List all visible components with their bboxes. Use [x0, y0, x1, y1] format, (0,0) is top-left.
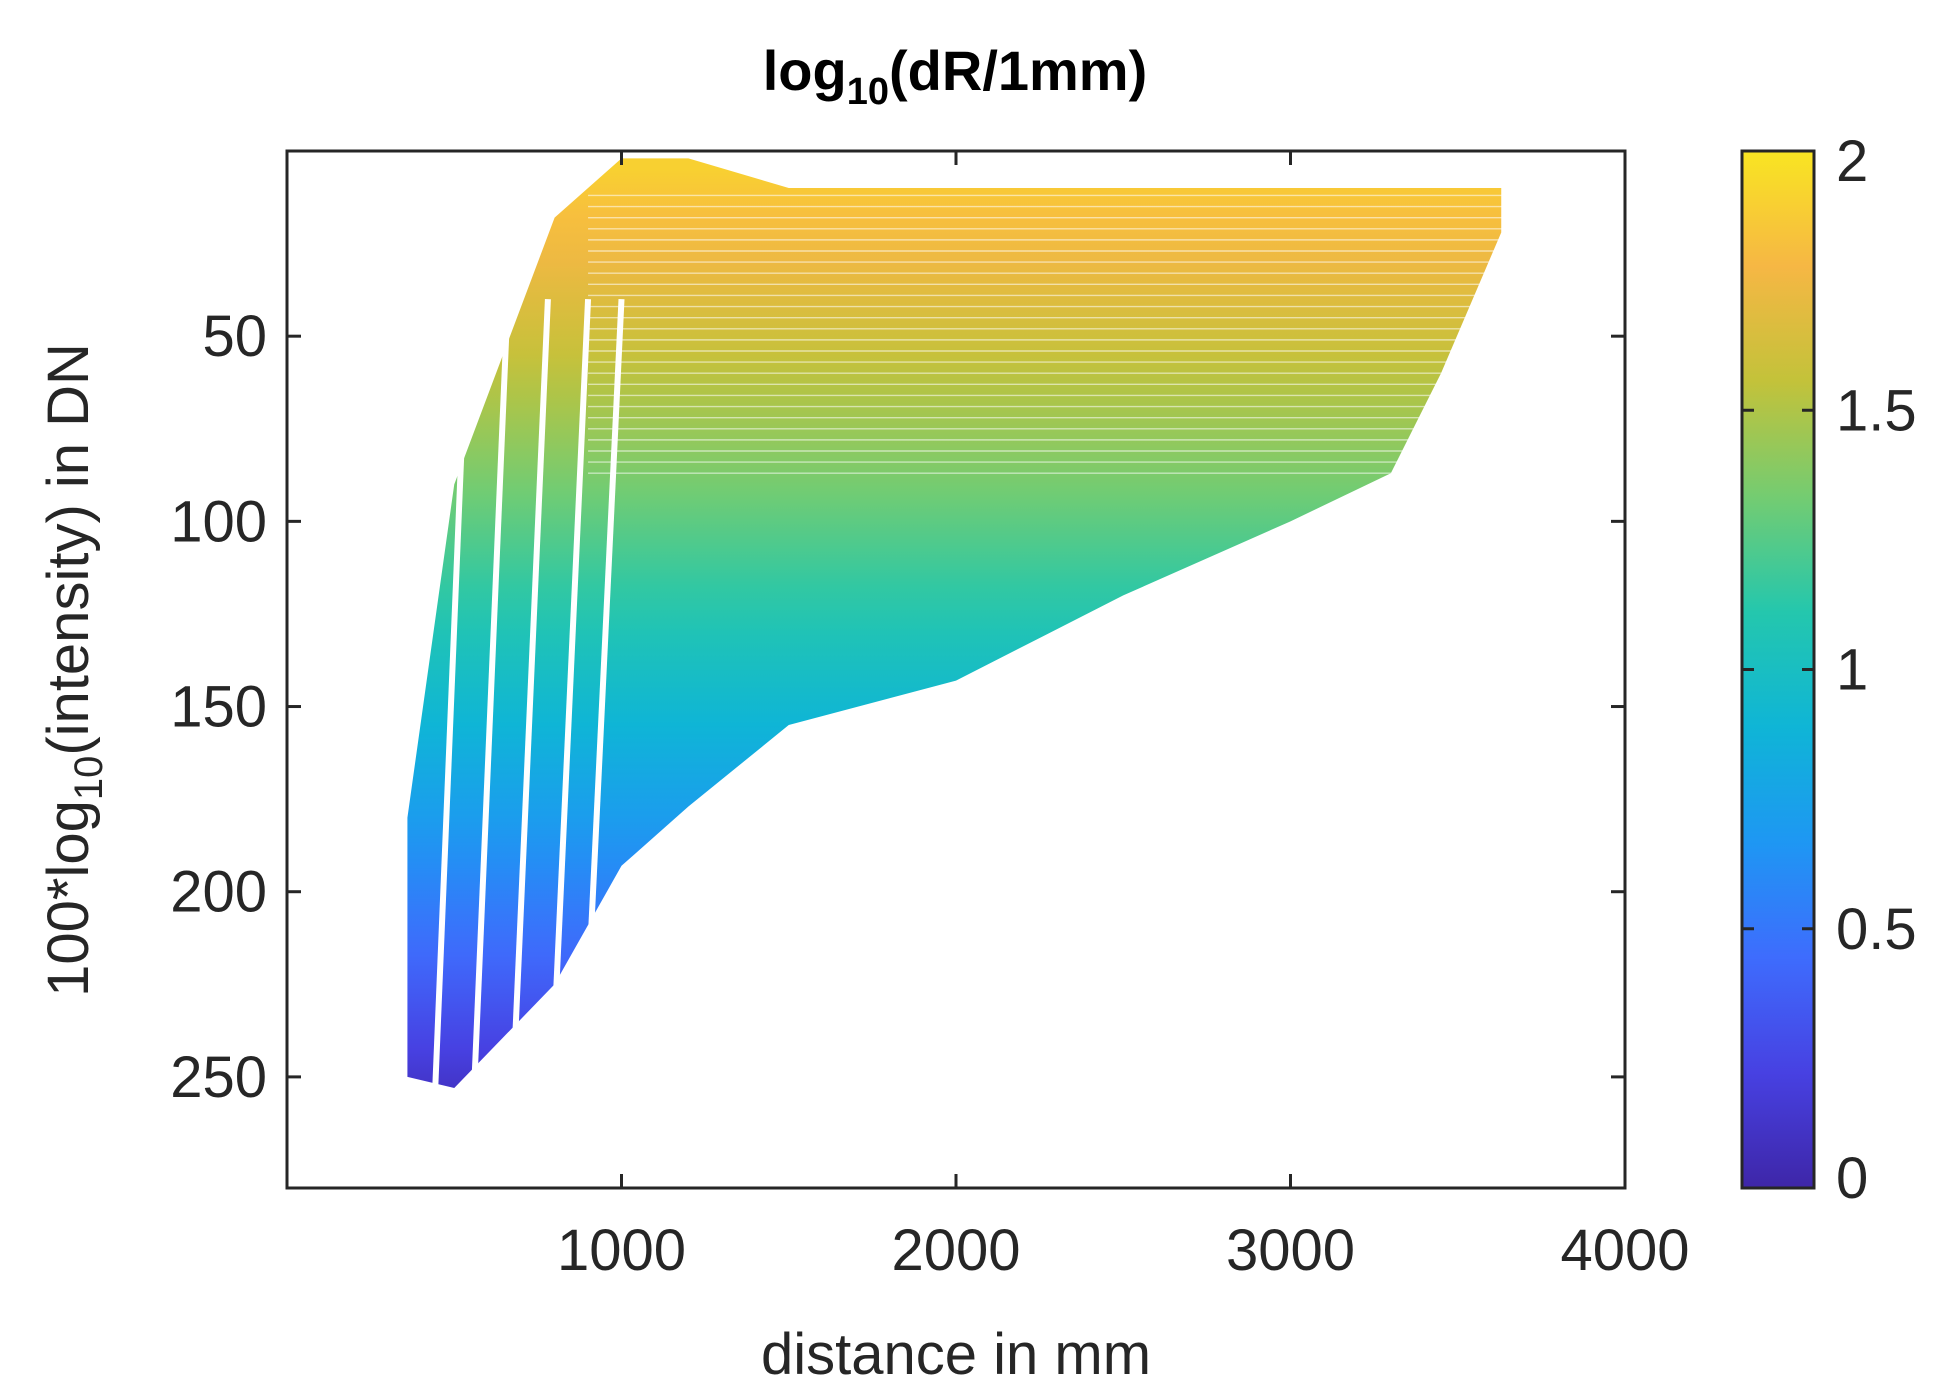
y-tick-label: 50	[202, 304, 267, 369]
x-tick-label: 2000	[891, 1218, 1020, 1283]
y-axis-ticks: 50 100 150 200 250	[170, 304, 1625, 1110]
chart-title-main: log	[763, 39, 847, 102]
heatmap-data-region	[407, 158, 1508, 1115]
colorbar-tick-label: 0.5	[1836, 897, 1917, 962]
chart-title-subscript: 10	[847, 71, 889, 113]
y-tick-label: 100	[170, 489, 267, 554]
x-tick-label: 4000	[1560, 1218, 1689, 1283]
y-axis-label: 100*log10(intensity) in DN	[36, 343, 111, 997]
y-tick-label: 250	[170, 1045, 267, 1110]
x-axis-label: distance in mm	[761, 1322, 1151, 1387]
gap-line	[551, 299, 592, 1026]
y-tick-label: 150	[170, 675, 267, 740]
colorbar-tick-label: 1	[1836, 638, 1868, 703]
y-tick-label: 200	[170, 860, 267, 925]
x-tick-label: 3000	[1226, 1218, 1355, 1283]
chart-title: log10(dR/1mm)	[763, 39, 1148, 113]
colorbar-tick-label: 0	[1836, 1146, 1868, 1211]
y-axis-label-post: (intensity) in DN	[36, 343, 101, 756]
heatmap-area	[407, 158, 1502, 1089]
gap-line	[471, 299, 511, 1085]
gap-line	[585, 298, 625, 996]
gap-line	[431, 299, 471, 1115]
heatmap-stripes	[431, 194, 1508, 1115]
y-axis-label-pre: 100*log	[36, 800, 101, 997]
y-axis-label-subscript: 10	[67, 756, 111, 801]
colorbar-ticks: 0 0.5 1 1.5 2	[1742, 129, 1917, 1211]
gap-line	[511, 299, 551, 1055]
colorbar-tick-label: 2	[1836, 129, 1868, 194]
chart-title-rest: (dR/1mm)	[889, 39, 1147, 102]
x-tick-label: 1000	[557, 1218, 686, 1283]
colorbar-tick-label: 1.5	[1836, 378, 1917, 443]
x-axis-ticks: 1000 2000 3000 4000	[557, 151, 1690, 1283]
